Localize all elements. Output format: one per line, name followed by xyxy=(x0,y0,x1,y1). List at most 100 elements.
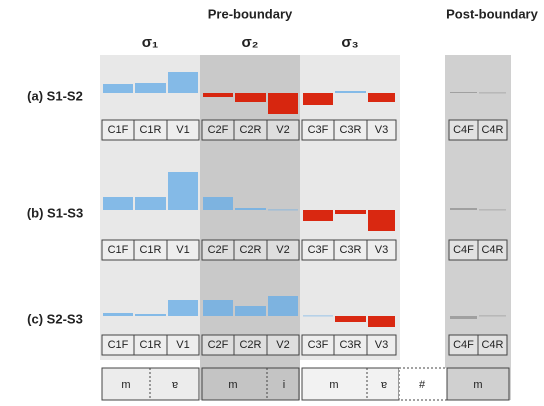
label-cell xyxy=(477,334,508,356)
bar xyxy=(235,93,266,102)
category-label: C1R xyxy=(139,124,161,136)
category-label: C2R xyxy=(239,339,261,351)
label-cell xyxy=(366,119,397,141)
bar xyxy=(235,208,266,210)
header-pre: Pre-boundary xyxy=(208,6,293,21)
segment-box xyxy=(301,367,400,401)
bar xyxy=(450,316,477,319)
category-label: C1F xyxy=(108,339,129,351)
category-label: C3R xyxy=(339,124,361,136)
category-label: C4F xyxy=(453,244,474,256)
bar xyxy=(368,210,395,231)
segment: m xyxy=(121,379,130,391)
bar xyxy=(203,300,233,316)
category-label: C1R xyxy=(139,339,161,351)
bar xyxy=(203,197,233,210)
syllable: σ₂ xyxy=(242,34,259,51)
category-label: C1F xyxy=(108,244,129,256)
segment: m xyxy=(473,379,482,391)
segment: # xyxy=(419,379,426,391)
bar xyxy=(168,72,198,93)
bar xyxy=(303,315,333,317)
category-label: V1 xyxy=(176,244,189,256)
category-label: C3R xyxy=(339,244,361,256)
bar xyxy=(450,208,477,210)
bar xyxy=(268,209,298,211)
bar xyxy=(479,315,506,317)
bar xyxy=(479,92,506,94)
bar xyxy=(268,296,298,316)
bar xyxy=(268,93,298,114)
bar xyxy=(168,300,198,316)
syllable: σ₃ xyxy=(341,34,358,51)
bar xyxy=(135,197,166,210)
category-label: C3F xyxy=(308,124,329,136)
label-cell xyxy=(166,334,200,356)
category-label: C2F xyxy=(208,339,229,351)
category-label: C1R xyxy=(139,244,161,256)
category-label: C4F xyxy=(453,124,474,136)
bar xyxy=(303,93,333,105)
bar xyxy=(303,210,333,221)
category-label: C4R xyxy=(481,339,503,351)
segment: i xyxy=(283,379,285,391)
syllable: σ₁ xyxy=(142,34,158,51)
category-label: C2F xyxy=(208,124,229,136)
row-label: (c) S2-S3 xyxy=(27,311,83,326)
segment: ɐ xyxy=(172,379,178,391)
bar xyxy=(103,313,133,316)
segment-box xyxy=(398,367,448,401)
bar xyxy=(335,316,366,322)
category-label: C2R xyxy=(239,124,261,136)
bar xyxy=(203,93,233,97)
bar xyxy=(103,84,133,93)
bar xyxy=(368,316,395,327)
label-cell xyxy=(166,119,200,141)
label-cell xyxy=(266,334,300,356)
segment: m xyxy=(329,379,338,391)
category-label: C4R xyxy=(481,244,503,256)
bar xyxy=(168,172,198,210)
category-label: C4R xyxy=(481,124,503,136)
category-label: C3R xyxy=(339,339,361,351)
label-cell xyxy=(266,239,300,261)
category-label: V3 xyxy=(375,124,388,136)
bar xyxy=(135,83,166,93)
category-label: C2R xyxy=(239,244,261,256)
bar xyxy=(135,314,166,316)
label-cell xyxy=(477,119,508,141)
category-label: V2 xyxy=(276,124,289,136)
segment-box xyxy=(201,367,300,401)
category-label: V3 xyxy=(375,244,388,256)
bar xyxy=(235,306,266,316)
segment-box xyxy=(446,367,510,401)
bar xyxy=(335,210,366,214)
category-label: C4F xyxy=(453,339,474,351)
bar xyxy=(450,92,477,93)
segment-row xyxy=(101,367,510,401)
category-label: C1F xyxy=(108,124,129,136)
bar xyxy=(479,209,506,211)
bar xyxy=(368,93,395,102)
label-cell xyxy=(266,119,300,141)
row-label: (a) S1-S2 xyxy=(27,88,83,103)
category-label: V3 xyxy=(375,339,388,351)
category-label: C3F xyxy=(308,244,329,256)
row-label: (b) S1-S3 xyxy=(27,205,83,220)
header-post: Post-boundary xyxy=(446,6,538,21)
category-label: V1 xyxy=(176,339,189,351)
bar xyxy=(103,197,133,210)
segment: ɐ xyxy=(381,379,387,391)
category-label: V2 xyxy=(276,244,289,256)
label-cell xyxy=(366,334,397,356)
category-label: V2 xyxy=(276,339,289,351)
category-label: C2F xyxy=(208,244,229,256)
region-s3 xyxy=(300,55,400,360)
label-cell xyxy=(477,239,508,261)
category-label: V1 xyxy=(176,124,189,136)
bar xyxy=(335,91,366,93)
category-label: C3F xyxy=(308,339,329,351)
segment: m xyxy=(228,379,237,391)
label-cell xyxy=(366,239,397,261)
